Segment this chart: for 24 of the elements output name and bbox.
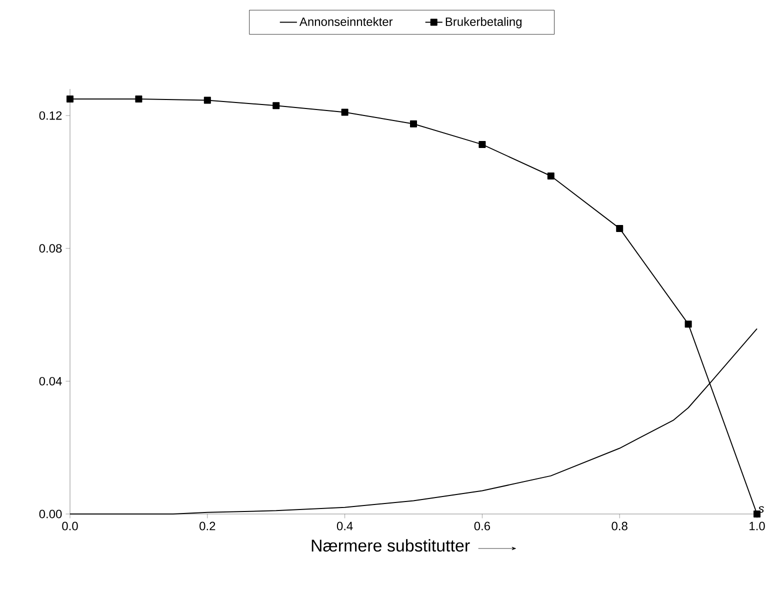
point	[341, 108, 348, 116]
x-tick-label: 0.2	[200, 522, 216, 530]
legend-label: Brukerbetaling	[446, 17, 522, 28]
point	[684, 320, 692, 328]
point	[272, 102, 280, 110]
x-tick-label: 0.6	[474, 522, 490, 530]
legend-label: Annonseinntekter	[299, 17, 393, 26]
y-tick-label: 0.12	[39, 111, 62, 120]
point	[616, 224, 624, 232]
point	[478, 140, 486, 148]
point	[547, 172, 554, 180]
point	[754, 510, 761, 518]
y-tick-label: 0.04	[39, 376, 62, 386]
x-tick-label: 1.0	[750, 522, 765, 530]
y-tick-label: 0.08	[39, 244, 62, 253]
x-tick-label: 0.0	[62, 522, 78, 530]
point	[135, 95, 142, 102]
point	[204, 96, 211, 104]
x-axis-title: Nærmere substitutter	[312, 539, 470, 552]
x-tick-label: 0.8	[612, 522, 628, 530]
point	[66, 95, 74, 102]
point	[410, 120, 418, 128]
y-tick-label: 0.00	[39, 510, 62, 518]
x-tick-label: 0.4	[336, 522, 353, 530]
